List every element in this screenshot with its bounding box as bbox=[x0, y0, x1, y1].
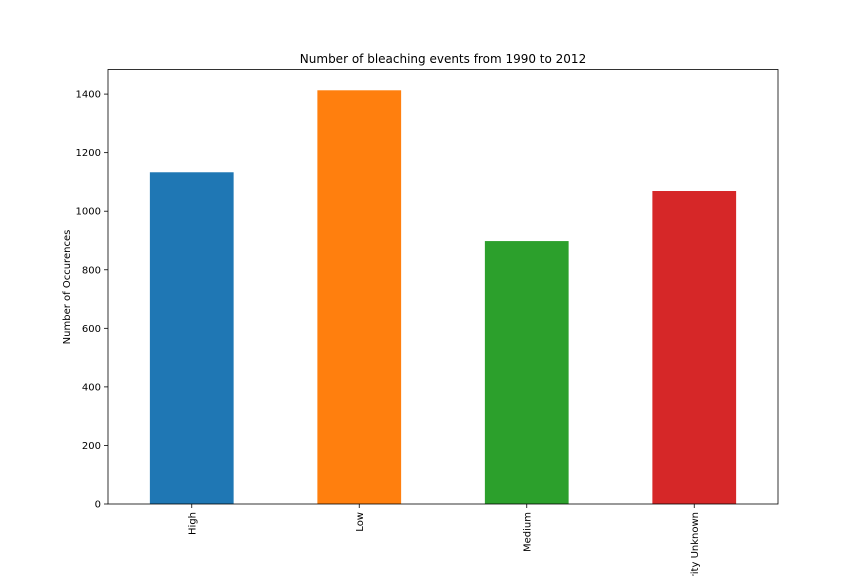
y-tick-label: 400 bbox=[82, 382, 101, 393]
bar-medium bbox=[484, 241, 569, 504]
plot-frame bbox=[107, 69, 779, 505]
y-tick-label: 1000 bbox=[76, 207, 101, 218]
x-tick-label: High bbox=[187, 512, 198, 535]
bars-group bbox=[149, 90, 737, 504]
chart-title: Number of bleaching events from 1990 to … bbox=[300, 52, 586, 66]
x-tick-label: Severity Unknown bbox=[690, 512, 701, 576]
y-tick-label: 600 bbox=[82, 324, 101, 335]
y-axis-label: Number of Occurences bbox=[62, 230, 73, 345]
y-tick-label: 1400 bbox=[76, 90, 101, 101]
x-tick-label: Medium bbox=[522, 512, 533, 552]
bar-low bbox=[317, 90, 402, 504]
y-tick-label: 0 bbox=[95, 500, 101, 511]
bar-severity-unknown bbox=[652, 191, 737, 504]
x-tick-label: Low bbox=[355, 512, 366, 532]
y-tick-label: 200 bbox=[82, 441, 101, 452]
x-axis-ticks: High Low Medium Severity Unknown bbox=[187, 504, 701, 580]
y-tick-label: 800 bbox=[82, 265, 101, 276]
y-axis-ticks: 0 200 400 600 800 1000 1200 1400 bbox=[76, 90, 108, 511]
bar-high bbox=[149, 172, 234, 504]
y-tick-label: 1200 bbox=[76, 148, 101, 159]
